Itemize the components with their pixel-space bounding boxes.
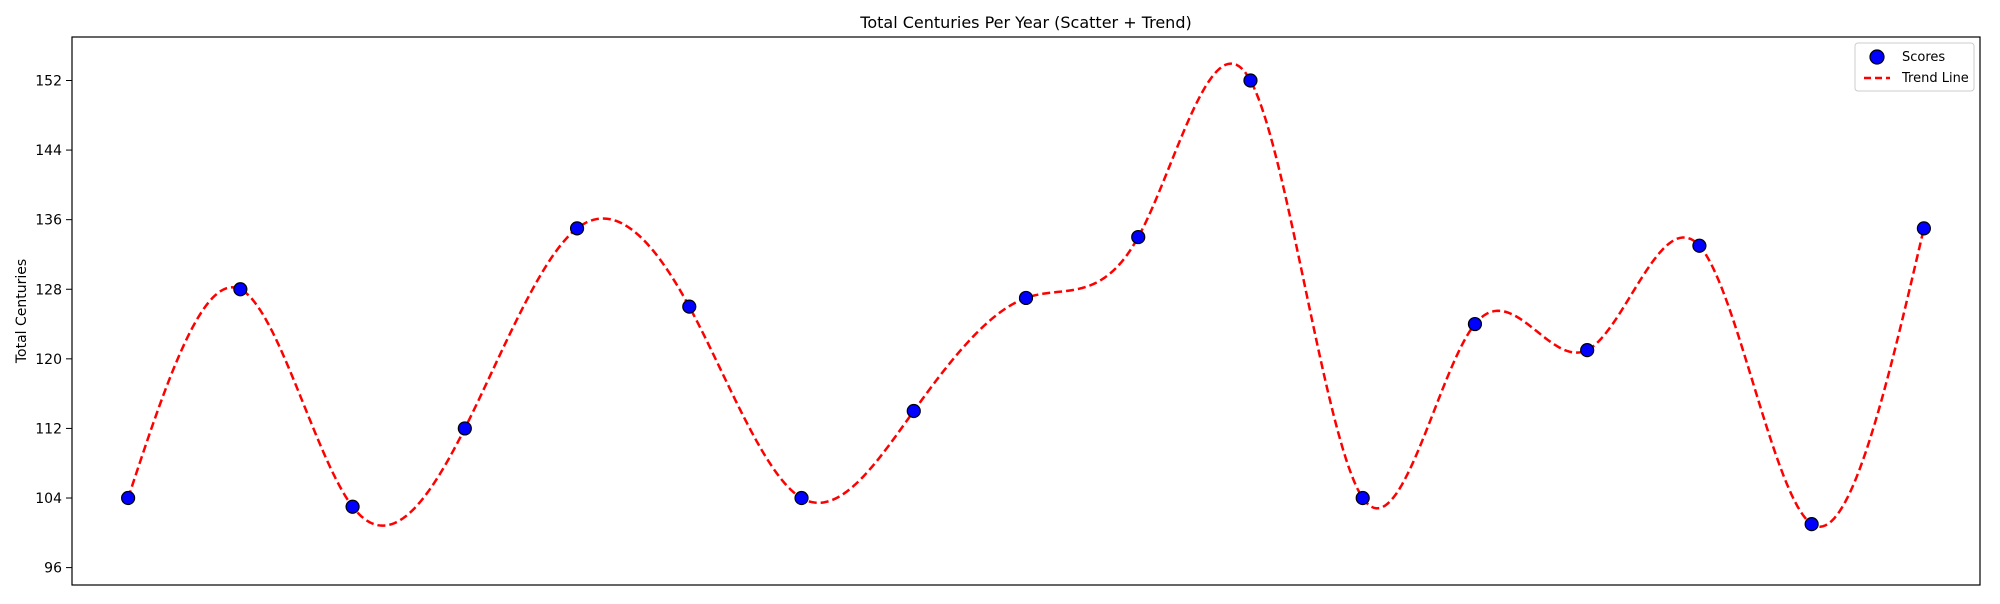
- scatter-point: [1804, 517, 1819, 532]
- scatter-point: [1131, 229, 1146, 245]
- y-axis-label: Total Centuries: [14, 259, 30, 364]
- plot-background: [72, 37, 1980, 585]
- y-tick-label: 136: [35, 213, 62, 229]
- scatter-point: [1916, 221, 1931, 236]
- y-tick-label: 128: [35, 282, 62, 298]
- point-layer: [121, 73, 1931, 532]
- scatter-point: [1018, 290, 1034, 306]
- y-tick-label: 104: [35, 491, 62, 507]
- legend-box: [1854, 42, 1975, 92]
- y-tick-label: 96: [44, 561, 62, 577]
- y-tick-label: 144: [35, 143, 62, 159]
- scatter-point: [233, 282, 248, 297]
- scatter-point: [1467, 316, 1483, 332]
- y-axis-ticks: 96 104 112 120 128 136 144 152: [35, 73, 72, 577]
- scatter-point: [682, 299, 697, 314]
- scatter-point: [1580, 343, 1595, 358]
- scatter-point: [794, 490, 809, 506]
- scatter-point: [345, 499, 360, 514]
- legend-label-scores: Scores: [1902, 50, 1945, 65]
- legend: Scores Trend Line: [1854, 42, 1975, 92]
- y-tick-label: 152: [35, 73, 62, 89]
- y-tick-label: 120: [35, 352, 62, 368]
- scatter-point: [1355, 490, 1370, 506]
- legend-marker-scores: [1869, 49, 1885, 65]
- scatter-point: [457, 421, 472, 436]
- scatter-point: [1692, 238, 1707, 253]
- y-tick-label: 112: [35, 421, 62, 437]
- scatter-point: [569, 221, 585, 236]
- scatter-point: [906, 403, 921, 419]
- scatter-point: [121, 490, 136, 506]
- legend-label-trend: Trend Line: [1901, 71, 1969, 86]
- scatter-point: [1243, 73, 1258, 88]
- chart-title: Total Centuries Per Year (Scatter + Tren…: [859, 13, 1191, 32]
- plot-frame: [71, 36, 1981, 586]
